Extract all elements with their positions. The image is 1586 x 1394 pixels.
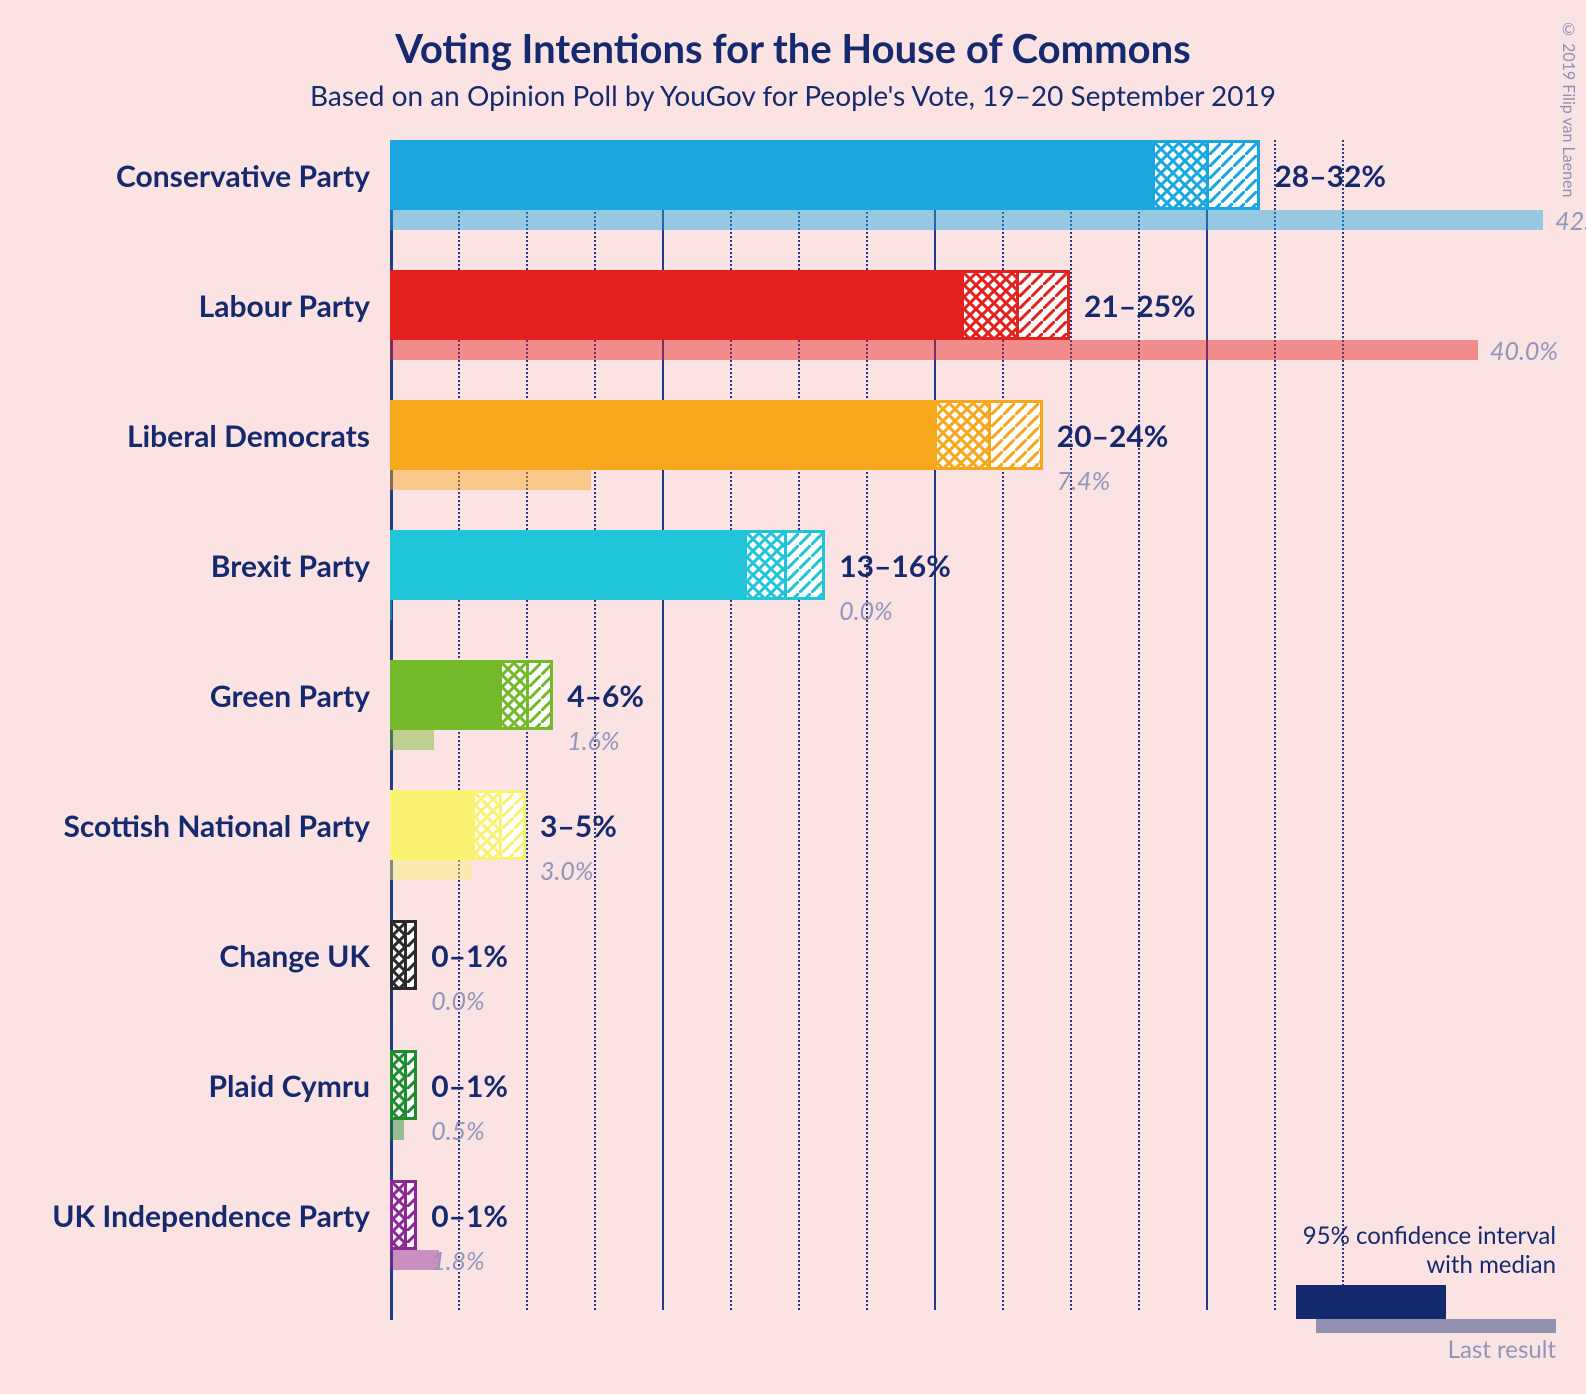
party-row: Change UK 0–1% 0.0% bbox=[20, 920, 1566, 1050]
bar-ci-upper bbox=[1016, 270, 1070, 340]
legend-last-label: Last result bbox=[1236, 1335, 1556, 1364]
bar-ci-upper bbox=[526, 660, 553, 730]
range-label: 4–6% bbox=[567, 678, 644, 714]
last-result-label: 42.4% bbox=[1555, 206, 1586, 236]
bar-ci-upper bbox=[404, 1050, 418, 1120]
bar-ci-upper bbox=[499, 790, 526, 860]
party-name: Liberal Democrats bbox=[20, 418, 370, 454]
bar-ci-lower bbox=[499, 660, 526, 730]
bar-last-result bbox=[390, 210, 1543, 230]
last-result-label: 0.0% bbox=[839, 596, 892, 626]
party-name: Brexit Party bbox=[20, 548, 370, 584]
legend-ci-line1: 95% confidence interval bbox=[1236, 1221, 1556, 1250]
range-label: 28–32% bbox=[1274, 158, 1386, 194]
party-row: Liberal Democrats 20–24% 7.4% bbox=[20, 400, 1566, 530]
range-label: 20–24% bbox=[1057, 418, 1169, 454]
bar-ci-lower bbox=[934, 400, 988, 470]
last-result-label: 1.8% bbox=[431, 1246, 484, 1276]
legend-ci-line2: with median bbox=[1236, 1250, 1556, 1279]
range-label: 13–16% bbox=[839, 548, 951, 584]
range-label: 0–1% bbox=[431, 1068, 508, 1104]
bar-last-result bbox=[390, 990, 392, 1010]
bar-solid bbox=[390, 270, 961, 340]
bar-solid bbox=[390, 660, 499, 730]
range-label: 21–25% bbox=[1084, 288, 1196, 324]
party-name: Conservative Party bbox=[20, 158, 370, 194]
bar-last-result bbox=[390, 860, 472, 880]
party-row: Conservative Party28–32%42.4% bbox=[20, 140, 1566, 270]
bar-ci-lower bbox=[744, 530, 785, 600]
party-row: Plaid Cymru 0–1% 0.5% bbox=[20, 1050, 1566, 1180]
party-name: Labour Party bbox=[20, 288, 370, 324]
bar-solid bbox=[390, 400, 934, 470]
bar-solid bbox=[390, 790, 472, 860]
bar-last-result bbox=[390, 1120, 404, 1140]
party-row: Scottish National Party 3–5% 3.0% bbox=[20, 790, 1566, 920]
last-result-label: 0.0% bbox=[431, 986, 484, 1016]
bar-solid bbox=[390, 140, 1152, 210]
bar-ci-upper bbox=[988, 400, 1042, 470]
range-label: 0–1% bbox=[431, 1198, 508, 1234]
bar-ci-upper bbox=[404, 920, 418, 990]
bar-ci-lower bbox=[961, 270, 1015, 340]
bar-ci-upper bbox=[784, 530, 825, 600]
bar-last-result bbox=[390, 600, 392, 620]
chart-subtitle: Based on an Opinion Poll by YouGov for P… bbox=[0, 78, 1586, 112]
party-row: Brexit Party 13–16% 0.0% bbox=[20, 530, 1566, 660]
legend-last-swatch bbox=[1316, 1319, 1556, 1333]
bar-ci-lower bbox=[390, 920, 404, 990]
bar-ci-lower bbox=[390, 1180, 404, 1250]
bar-solid bbox=[390, 530, 744, 600]
range-label: 0–1% bbox=[431, 938, 508, 974]
party-row: Green Party 4–6% 1.6% bbox=[20, 660, 1566, 790]
last-result-label: 3.0% bbox=[540, 856, 593, 886]
bar-ci-lower bbox=[1152, 140, 1206, 210]
last-result-label: 0.5% bbox=[431, 1116, 484, 1146]
chart-title: Voting Intentions for the House of Commo… bbox=[0, 24, 1586, 72]
party-row: Labour Party 21–25% 40.0% bbox=[20, 270, 1566, 400]
legend-box: 95% confidence interval with median Last… bbox=[1236, 1221, 1556, 1364]
range-label: 3–5% bbox=[540, 808, 617, 844]
party-name: Plaid Cymru bbox=[20, 1068, 370, 1104]
party-name: UK Independence Party bbox=[20, 1198, 370, 1234]
plot-area: Conservative Party28–32%42.4%Labour Part… bbox=[20, 140, 1566, 1370]
bar-ci-upper bbox=[1206, 140, 1260, 210]
legend-ci-swatch bbox=[1296, 1285, 1556, 1319]
last-result-label: 7.4% bbox=[1057, 466, 1110, 496]
bar-last-result bbox=[390, 340, 1478, 360]
party-name: Change UK bbox=[20, 938, 370, 974]
last-result-label: 1.6% bbox=[567, 726, 619, 756]
party-name: Green Party bbox=[20, 678, 370, 714]
bar-ci-upper bbox=[404, 1180, 418, 1250]
bar-ci-lower bbox=[390, 1050, 404, 1120]
bar-last-result bbox=[390, 730, 434, 750]
last-result-label: 40.0% bbox=[1490, 336, 1558, 366]
party-name: Scottish National Party bbox=[20, 808, 370, 844]
bar-last-result bbox=[390, 470, 591, 490]
bar-ci-lower bbox=[472, 790, 499, 860]
